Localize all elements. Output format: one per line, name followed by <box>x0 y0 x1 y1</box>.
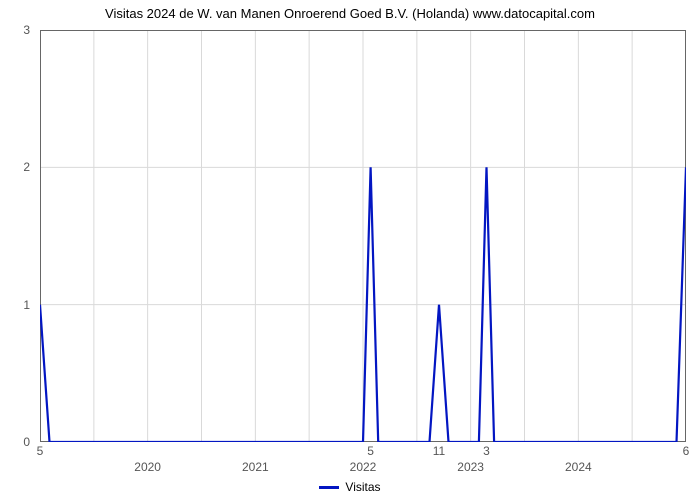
plot-area <box>40 30 686 442</box>
x-tick-label: 2023 <box>457 460 484 474</box>
data-point-label: 5 <box>37 444 44 458</box>
x-tick-label: 2020 <box>134 460 161 474</box>
y-tick-label: 1 <box>0 298 30 312</box>
x-tick-label: 2021 <box>242 460 269 474</box>
y-tick-label: 2 <box>0 160 30 174</box>
y-tick-label: 0 <box>0 435 30 449</box>
y-tick-label: 3 <box>0 23 30 37</box>
data-point-label: 3 <box>483 444 490 458</box>
x-tick-label: 2022 <box>350 460 377 474</box>
chart-container: Visitas 2024 de W. van Manen Onroerend G… <box>0 0 700 500</box>
legend-swatch <box>319 486 339 489</box>
plot-svg <box>40 30 686 442</box>
legend: Visitas <box>0 480 700 494</box>
data-point-label: 11 <box>433 444 445 458</box>
legend-text: Visitas <box>345 480 380 494</box>
chart-title: Visitas 2024 de W. van Manen Onroerend G… <box>0 6 700 21</box>
data-point-label: 5 <box>367 444 374 458</box>
data-point-label: 6 <box>683 444 690 458</box>
x-tick-label: 2024 <box>565 460 592 474</box>
